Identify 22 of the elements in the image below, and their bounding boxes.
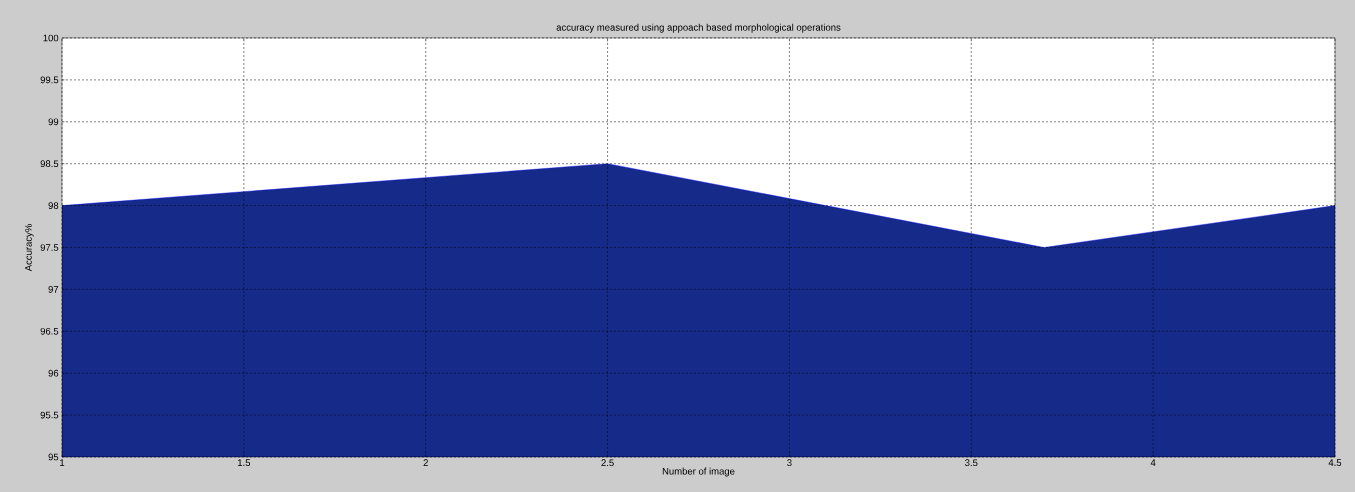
y-tick-label: 96.5	[40, 327, 59, 335]
y-tick-label: 97	[48, 286, 59, 293]
y-tick-label: 96	[48, 369, 59, 377]
x-tick-label: 4.5	[1328, 459, 1342, 466]
x-tick-label: 2.5	[601, 459, 614, 467]
x-tick-label: 1.5	[237, 459, 251, 466]
y-tick-label: 99	[48, 118, 59, 126]
y-tick-label: 99.5	[40, 76, 59, 84]
y-axis-title: Accuracy%	[25, 224, 34, 272]
x-axis-title: Number of image	[662, 467, 735, 477]
x-tick-label: 1	[60, 459, 65, 466]
x-tick-label: 3	[787, 459, 792, 467]
y-tick-label: 97.5	[40, 244, 59, 251]
x-tick-label: 4	[1150, 459, 1156, 466]
x-tick-label: 2	[423, 459, 428, 466]
y-tick-label: 100	[43, 34, 59, 42]
y-tick-label: 98.5	[40, 160, 59, 168]
y-tick-label: 95	[48, 453, 59, 461]
y-tick-label: 95.5	[40, 411, 59, 419]
y-tick-label: 98	[48, 202, 59, 209]
x-tick-label: 3.5	[965, 459, 978, 467]
chart-title: accuracy measured using appoach based morphological operations	[556, 23, 841, 33]
